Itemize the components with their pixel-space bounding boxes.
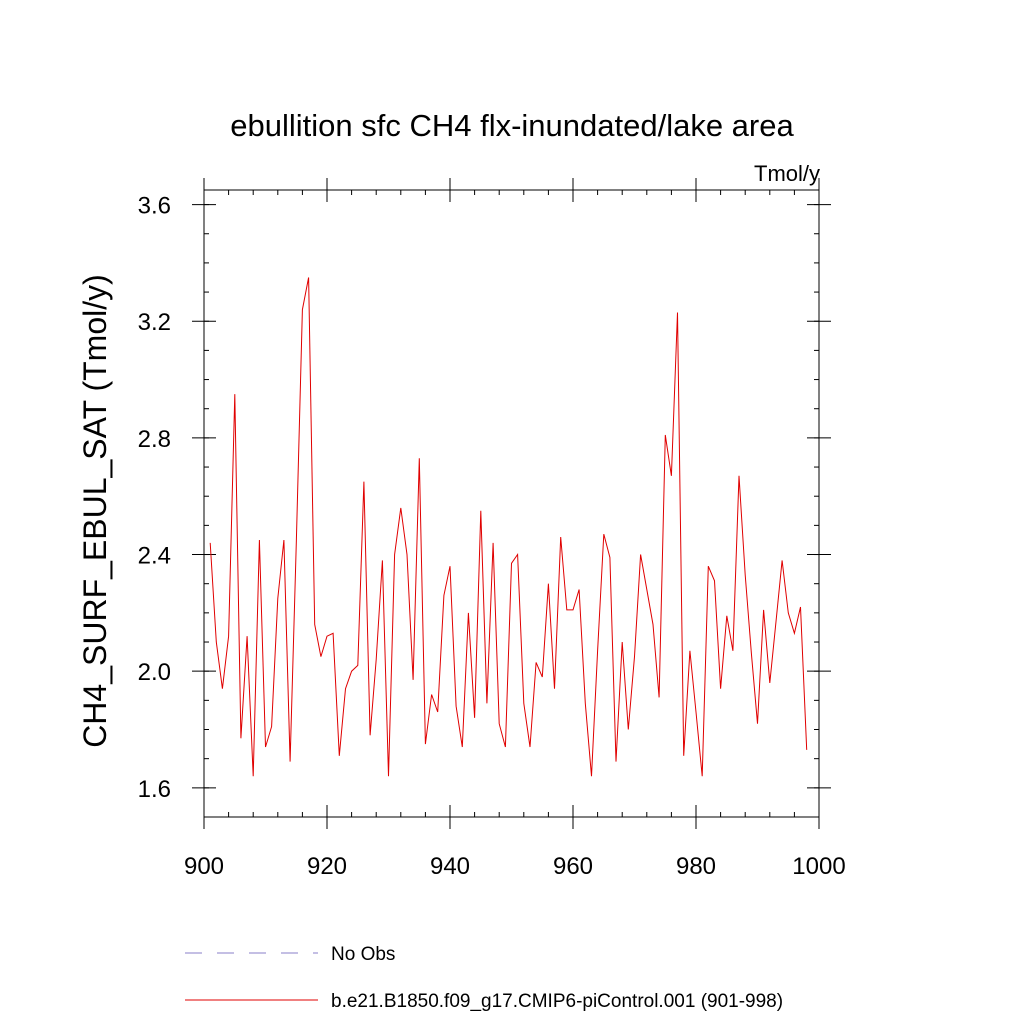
x-tick-label: 1000	[792, 853, 845, 880]
x-tick-label: 920	[307, 853, 347, 880]
legend-label-no-obs: No Obs	[331, 944, 395, 965]
y-tick-label: 3.6	[138, 193, 171, 220]
y-tick-label: 1.6	[138, 776, 171, 803]
plot-frame	[203, 189, 820, 818]
axis-ticks	[192, 178, 831, 829]
series-lines	[209, 277, 808, 777]
y-tick-label: 3.2	[138, 309, 171, 336]
chart-title: ebullition sfc CH4 flx-inundated/lake ar…	[230, 108, 794, 143]
y-tick-label: 2.4	[138, 543, 171, 570]
x-tick-label: 980	[676, 853, 716, 880]
y-axis-label: CH4_SURF_EBUL_SAT (Tmol/y)	[77, 274, 113, 748]
x-tick-label: 940	[430, 853, 470, 880]
tick-labels: 900 920 940 960 980 1000 1.6 2.0 2.4 2.8 3.2 3.6	[138, 193, 846, 880]
legend-label-picontrol: b.e21.B1850.f09_g17.CMIP6-piControl.001 …	[331, 991, 783, 1012]
legend: No Obs b.e21.B1850.f09_g17.CMIP6-piContr…	[185, 944, 783, 1012]
x-tick-label: 900	[184, 853, 224, 880]
series-line-picontrol	[209, 277, 808, 777]
units-label: Tmol/y	[754, 161, 820, 186]
y-tick-label: 2.8	[138, 426, 171, 453]
y-tick-label: 2.0	[138, 659, 171, 686]
x-tick-label: 960	[553, 853, 593, 880]
